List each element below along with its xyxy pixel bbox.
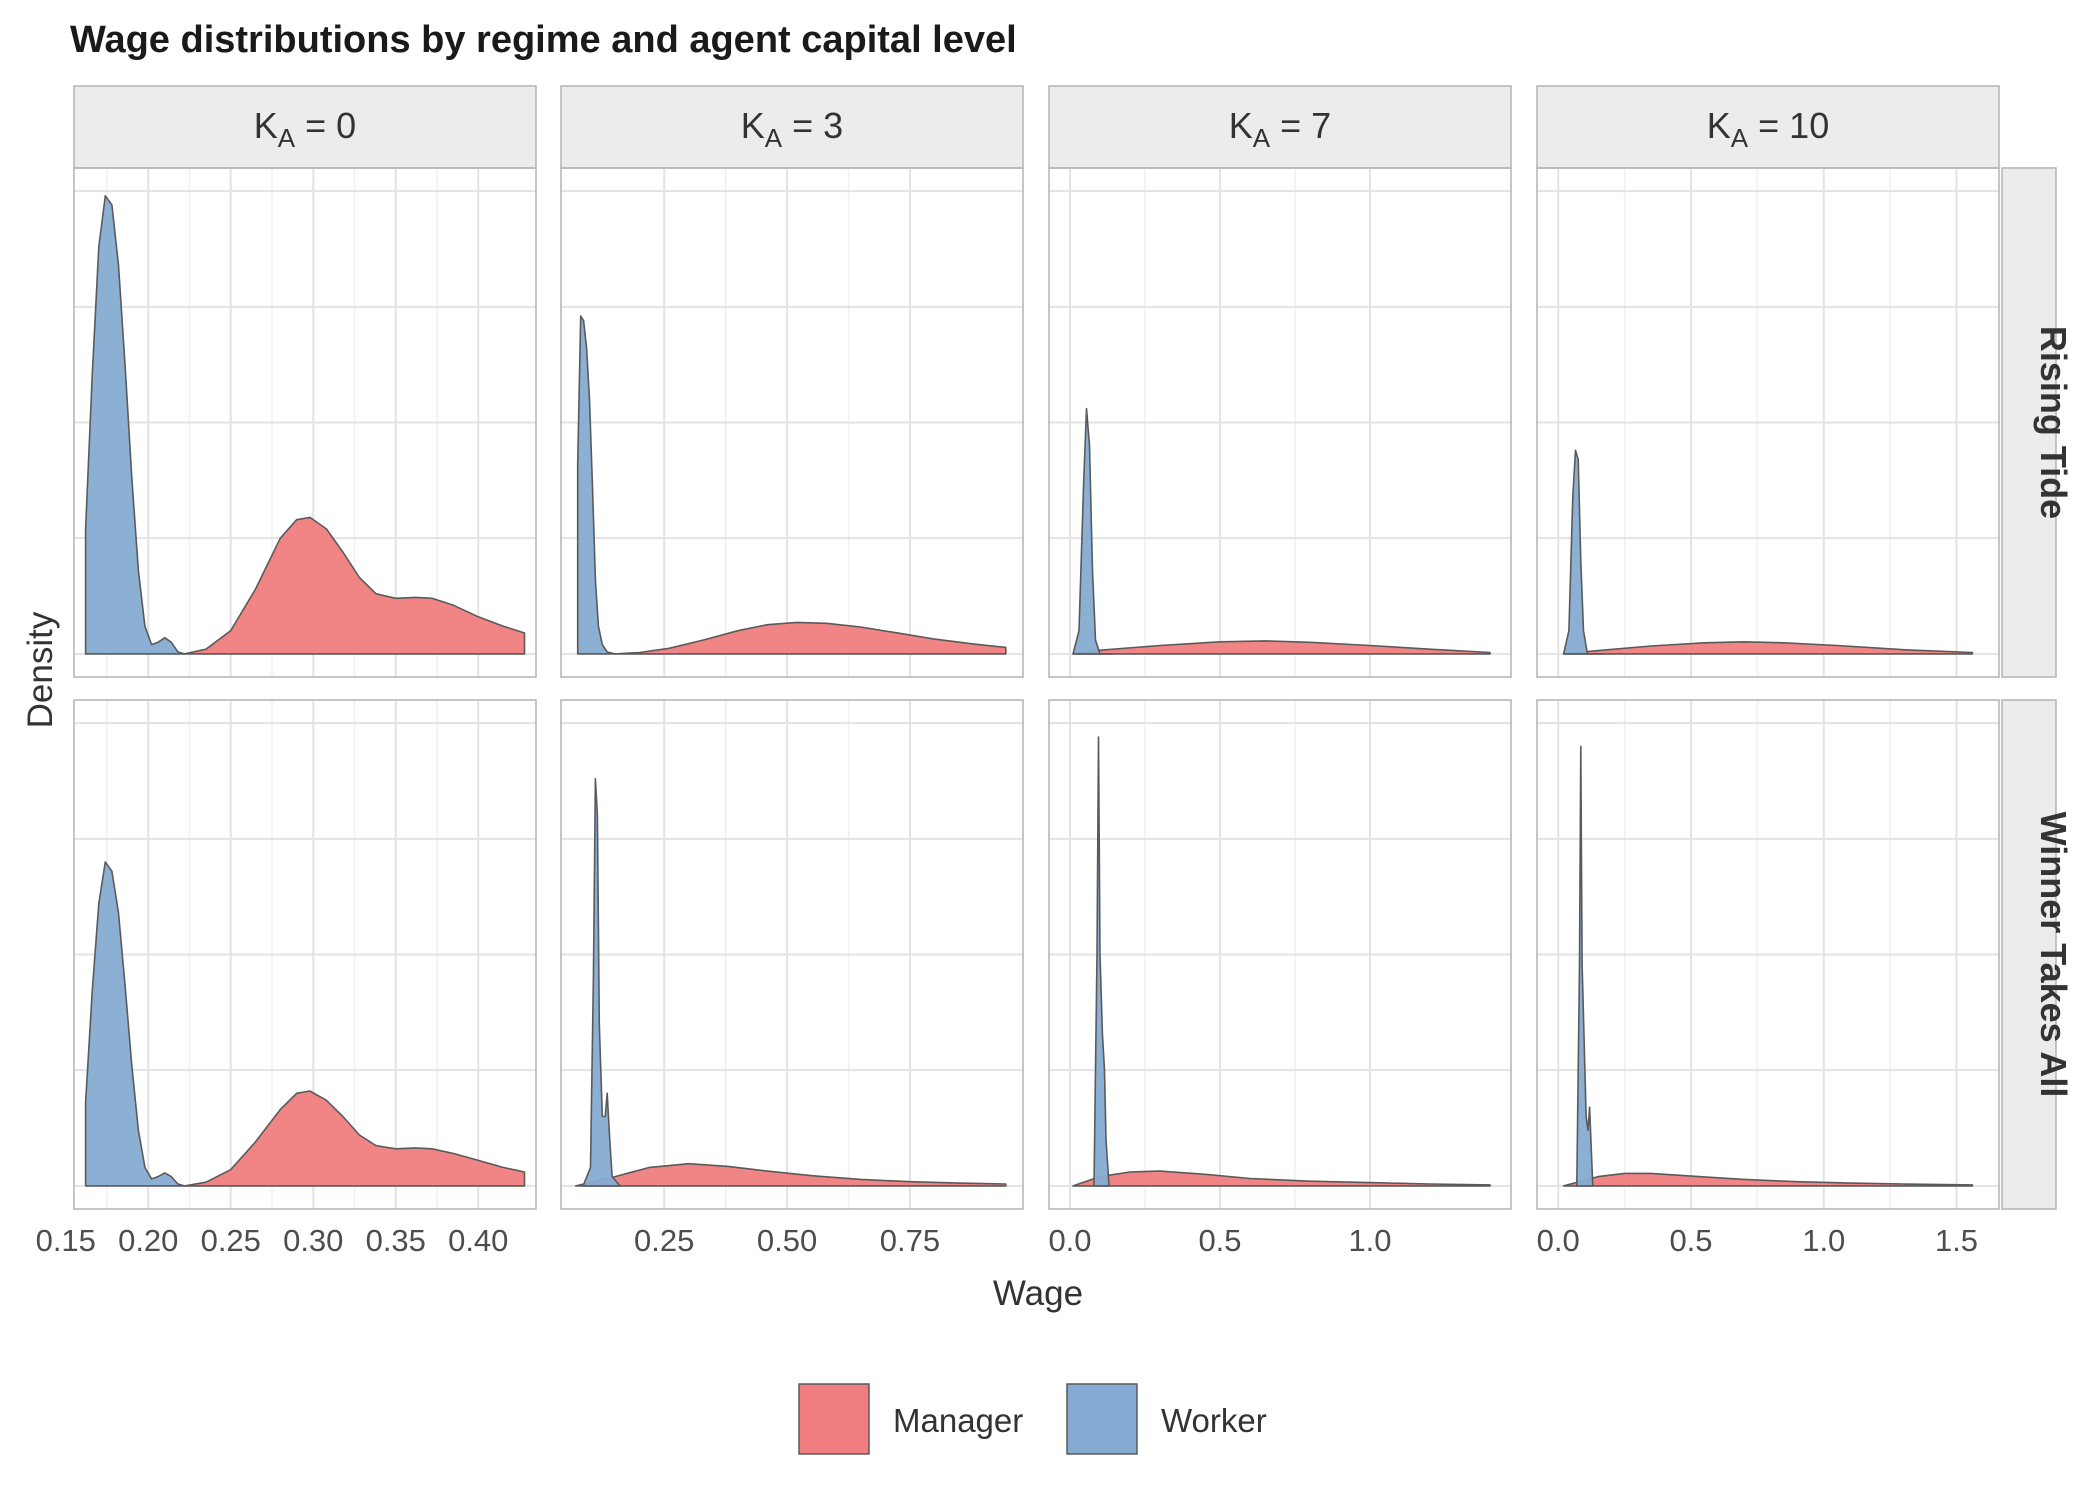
density-worker-r0-c0 [84,195,186,655]
panel-border [1048,699,1512,1210]
density-manager-r1-c1 [574,1162,1007,1187]
panel-border [1048,167,1512,678]
x-tick-label: 0.30 [283,1223,343,1258]
x-axis-title: Wage [993,1274,1083,1313]
density-manager-r1-c3 [1562,1172,1974,1187]
facet-strip-row-0 [2001,167,2057,678]
panel-r0-c3 [1536,167,2000,678]
x-tick-label: 0.0 [1048,1223,1091,1258]
x-tick-label: 0.35 [366,1223,426,1258]
facet-label-col-3: KA = 10 [1707,105,1829,153]
x-tick-label: 1.0 [1348,1223,1391,1258]
density-manager-r0-c3 [1562,641,1974,655]
density-worker-r1-c0 [84,861,186,1187]
legend-label-manager: Manager [893,1402,1023,1439]
density-manager-r0-c0 [183,516,526,655]
facet-label-row-1: Winner Takes All [2033,812,2074,1098]
x-tick-label: 1.5 [1935,1223,1978,1258]
facet-label-col-0: KA = 0 [254,105,356,153]
x-tick-label: 0.75 [880,1223,940,1258]
panel-r0-c1 [560,167,1024,678]
legend-swatch-manager [798,1383,870,1455]
panel-border [560,167,1024,678]
chart-title: Wage distributions by regime and agent c… [70,19,1017,61]
facet-label-row-0: Rising Tide [2033,326,2074,519]
density-manager-r0-c1 [614,621,1007,655]
density-worker-r0-c3 [1562,449,1605,655]
x-tick-label: 1.0 [1802,1223,1845,1258]
legend-label-worker: Worker [1161,1402,1267,1439]
panel-r1-c2: 0.0 0.5 1.0 [1048,699,1512,1258]
panels-layer: KA = 0 KA = 3 KA = 7 KA = 10 Rising Tide Winn… [36,85,2074,1258]
y-axis-title: Density [21,611,60,728]
density-worker-r1-c1 [582,777,621,1187]
facet-strip-col-0 [73,85,537,169]
density-worker-r1-c3 [1576,745,1594,1187]
panel-r1-c3: 0.0 0.5 1.0 1.5 [1536,699,2000,1258]
x-tick-label: 0.40 [448,1223,508,1258]
x-tick-label: 0.15 [36,1223,96,1258]
panel-border [1536,699,2000,1210]
panel-border [73,699,537,1210]
x-tick-label: 0.0 [1537,1223,1580,1258]
facet-strip-col-1 [560,85,1024,169]
facet-strip-col-2 [1048,85,1512,169]
x-tick-label: 0.5 [1198,1223,1241,1258]
x-tick-label: 0.50 [757,1223,817,1258]
legend: Manager Worker [798,1383,1267,1455]
facet-label-col-2: KA = 7 [1229,105,1331,153]
x-tick-label: 0.20 [118,1223,178,1258]
density-worker-r0-c1 [576,315,616,655]
panel-r0-c0 [73,167,537,678]
density-worker-r1-c2 [1093,736,1110,1187]
facet-label-col-1: KA = 3 [741,105,843,153]
facet-strip-col-3 [1536,85,2000,169]
x-tick-label: 0.25 [201,1223,261,1258]
panel-border [560,699,1024,1210]
density-worker-r0-c2 [1072,407,1113,655]
panel-r1-c0: 0.15 0.20 0.25 0.30 0.35 0.40 [36,699,537,1258]
density-manager-r1-c0 [183,1090,526,1187]
panel-r1-c1: 0.25 0.50 0.75 [560,699,1024,1258]
panel-border [73,167,537,678]
panel-r0-c2 [1048,167,1512,678]
density-manager-r0-c2 [1072,640,1491,655]
density-manager-r1-c2 [1072,1170,1491,1187]
legend-swatch-worker [1066,1383,1138,1455]
facet-strip-row-1 [2001,699,2057,1210]
x-tick-label: 0.5 [1669,1223,1712,1258]
x-tick-label: 0.25 [634,1223,694,1258]
panel-border [1536,167,2000,678]
